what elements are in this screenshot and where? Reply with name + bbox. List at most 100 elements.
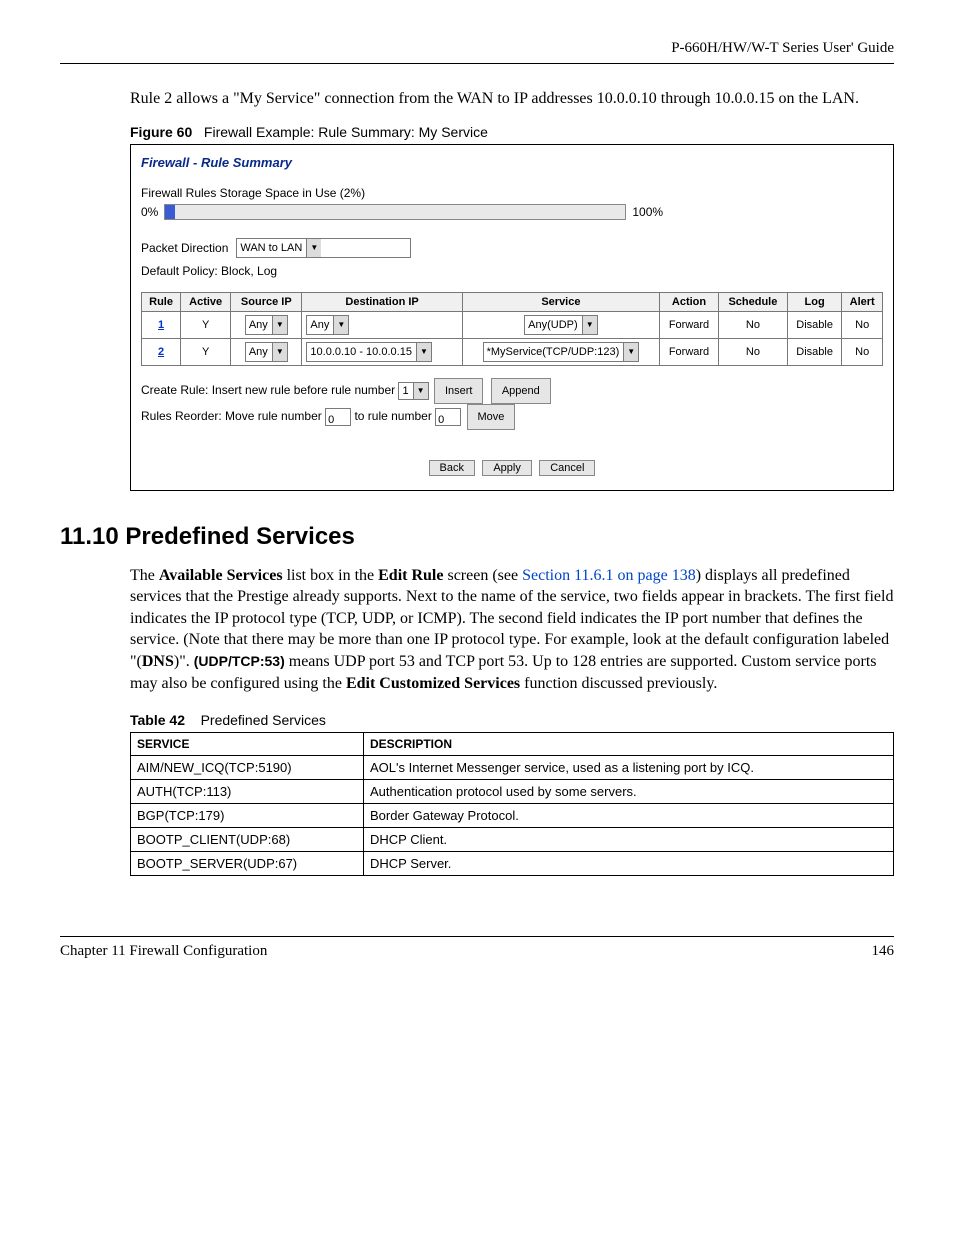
move-button[interactable]: Move [467, 404, 516, 430]
controls-block: Create Rule: Insert new rule before rule… [141, 378, 883, 430]
packet-direction-value: WAN to LAN [240, 242, 306, 254]
service-value: Any(UDP) [528, 319, 582, 331]
service-select[interactable]: Any(UDP) ▼ [524, 315, 598, 335]
hdr-service: Service [462, 292, 659, 311]
svc-name: BOOTP_SERVER(UDP:67) [131, 852, 364, 876]
move-to-input[interactable]: 0 [435, 408, 461, 426]
chevron-down-icon: ▼ [413, 383, 428, 399]
txt: screen (see [443, 567, 522, 584]
page-footer: Chapter 11 Firewall Configuration 146 [60, 936, 894, 960]
table-row: BGP(TCP:179)Border Gateway Protocol. [131, 804, 894, 828]
cancel-button[interactable]: Cancel [539, 460, 595, 476]
source-ip-select[interactable]: Any ▼ [245, 315, 288, 335]
predefined-services-table: SERVICE DESCRIPTION AIM/NEW_ICQ(TCP:5190… [130, 732, 894, 876]
packet-direction-row: Packet Direction WAN to LAN ▼ [141, 238, 883, 258]
bar-right-label: 100% [632, 205, 663, 219]
chevron-down-icon: ▼ [306, 239, 321, 257]
storage-bar-row: 0% 100% [141, 204, 883, 220]
chevron-down-icon: ▼ [272, 343, 287, 361]
hdr-alert: Alert [842, 292, 883, 311]
packet-direction-label: Packet Direction [141, 241, 228, 255]
cell-action: Forward [660, 311, 719, 338]
hdr-source: Source IP [231, 292, 302, 311]
hdr-dest: Destination IP [302, 292, 462, 311]
rules-table: Rule Active Source IP Destination IP Ser… [141, 292, 883, 366]
hdr-log: Log [787, 292, 841, 311]
firewall-screenshot: Firewall - Rule Summary Firewall Rules S… [130, 144, 894, 491]
section-heading: 11.10 Predefined Services [60, 523, 894, 551]
hdr-schedule: Schedule [718, 292, 787, 311]
rules-header-row: Rule Active Source IP Destination IP Ser… [142, 292, 883, 311]
default-policy: Default Policy: Block, Log [141, 264, 883, 278]
reorder-label-a: Rules Reorder: Move rule number [141, 409, 322, 423]
footer-page-number: 146 [872, 943, 895, 960]
move-from-input[interactable]: 0 [325, 408, 351, 426]
svc-desc: DHCP Server. [364, 852, 894, 876]
figure-label: Figure 60 [130, 124, 192, 140]
dest-ip-value: Any [310, 319, 333, 331]
rule-link-2[interactable]: 2 [158, 346, 164, 358]
rule-link-1[interactable]: 1 [158, 319, 164, 331]
chevron-down-icon: ▼ [272, 316, 287, 334]
svc-desc: DHCP Client. [364, 828, 894, 852]
cell-log: Disable [787, 311, 841, 338]
intro-paragraph: Rule 2 allows a "My Service" connection … [60, 88, 894, 110]
bold-edit-customized: Edit Customized Services [346, 675, 520, 692]
source-ip-select[interactable]: Any ▼ [245, 342, 288, 362]
table-row: 1 Y Any ▼ Any ▼ Any(UDP) [142, 311, 883, 338]
source-ip-value: Any [249, 346, 272, 358]
table42-caption: Table 42 Predefined Services [130, 712, 894, 728]
table-row: BOOTP_SERVER(UDP:67)DHCP Server. [131, 852, 894, 876]
table42-title: Predefined Services [201, 712, 326, 728]
svc-name: BOOTP_CLIENT(UDP:68) [131, 828, 364, 852]
txt: function discussed previously. [520, 675, 717, 692]
figure-caption: Figure 60 Firewall Example: Rule Summary… [130, 124, 894, 140]
txt: The [130, 567, 159, 584]
cell-log: Disable [787, 338, 841, 365]
table-row: 2 Y Any ▼ 10.0.0.10 - 10.0.0.15 ▼ [142, 338, 883, 365]
chevron-down-icon: ▼ [416, 343, 431, 361]
bold-udp-tcp-53: (UDP/TCP:53) [194, 653, 285, 669]
table42-label: Table 42 [130, 712, 185, 728]
storage-bar [164, 204, 626, 220]
figure-title: Firewall Example: Rule Summary: My Servi… [204, 124, 488, 140]
cell-alert: No [842, 311, 883, 338]
insert-before-select[interactable]: 1 ▼ [398, 382, 428, 400]
packet-direction-select[interactable]: WAN to LAN ▼ [236, 238, 411, 258]
cell-alert: No [842, 338, 883, 365]
reorder-label-mid: to rule number [354, 409, 431, 423]
dest-ip-select[interactable]: 10.0.0.10 - 10.0.0.15 ▼ [306, 342, 432, 362]
svc-desc: Border Gateway Protocol. [364, 804, 894, 828]
chevron-down-icon: ▼ [333, 316, 348, 334]
cell-schedule: No [718, 311, 787, 338]
apply-button[interactable]: Apply [482, 460, 532, 476]
storage-label: Firewall Rules Storage Space in Use (2%) [141, 186, 883, 200]
txt: list box in the [283, 567, 379, 584]
table-row: AUTH(TCP:113)Authentication protocol use… [131, 780, 894, 804]
cell-schedule: No [718, 338, 787, 365]
chevron-down-icon: ▼ [582, 316, 597, 334]
svc-desc: AOL's Internet Messenger service, used a… [364, 756, 894, 780]
footer-chapter: Chapter 11 Firewall Configuration [60, 943, 267, 960]
svc-name: AUTH(TCP:113) [131, 780, 364, 804]
hdr-action: Action [660, 292, 719, 311]
insert-before-value: 1 [402, 380, 412, 402]
header-rule [60, 63, 894, 64]
svc-name: BGP(TCP:179) [131, 804, 364, 828]
dest-ip-value: 10.0.0.10 - 10.0.0.15 [310, 346, 416, 358]
col-description: DESCRIPTION [364, 733, 894, 756]
txt: )". [174, 653, 194, 670]
insert-button[interactable]: Insert [434, 378, 484, 404]
hdr-rule: Rule [142, 292, 181, 311]
table-row: BOOTP_CLIENT(UDP:68)DHCP Client. [131, 828, 894, 852]
section-paragraph: The Available Services list box in the E… [60, 565, 894, 695]
col-service: SERVICE [131, 733, 364, 756]
source-ip-value: Any [249, 319, 272, 331]
service-value: *MyService(TCP/UDP:123) [487, 346, 624, 358]
dest-ip-select[interactable]: Any ▼ [306, 315, 349, 335]
service-select[interactable]: *MyService(TCP/UDP:123) ▼ [483, 342, 640, 362]
cell-action: Forward [660, 338, 719, 365]
append-button[interactable]: Append [491, 378, 551, 404]
section-ref-link[interactable]: Section 11.6.1 on page 138 [522, 567, 696, 584]
back-button[interactable]: Back [429, 460, 475, 476]
